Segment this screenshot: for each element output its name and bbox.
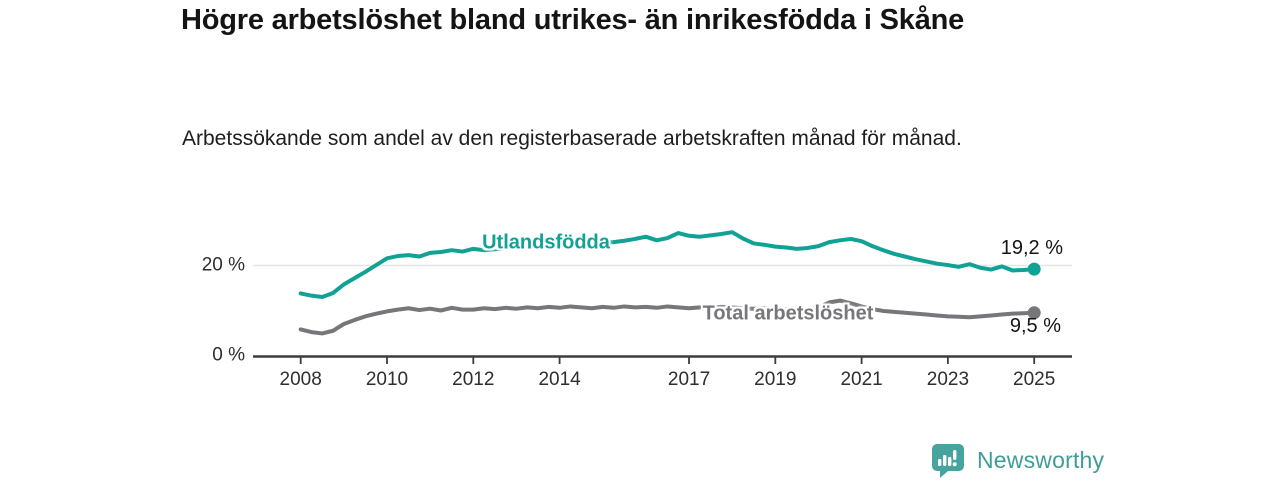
y-tick-label: 20 % [201,254,245,276]
chart-title: Högre arbetslöshet bland utrikes- än inr… [181,4,965,36]
chart-subtitle: Arbetssökande som andel av den registerb… [182,127,962,150]
x-tick-label: 2023 [926,369,970,390]
x-tick-label: 2019 [754,369,797,390]
x-tick-label: 2010 [365,369,409,390]
series-label-total-arbetsloshet: Total arbetslöshet [702,302,874,325]
series-label-utlandsfodda: Utlandsfödda [482,231,610,254]
brand-name: Newsworthy [977,446,1105,473]
y-tick-label: 0 % [212,344,245,366]
x-tick-label: 2021 [840,369,883,390]
x-tick-label: 2025 [1013,369,1056,390]
brand-footer: Newsworthy [930,442,1104,478]
x-tick-label: 2017 [667,369,711,390]
x-tick-label: 2008 [279,369,322,390]
end-value-label-utlandsfodda: 19,2 % [1000,237,1063,259]
x-tick-label: 2012 [452,369,495,390]
x-tick-label: 2014 [538,369,581,390]
end-value-label-total: 9,5 % [1009,315,1061,337]
newsworthy-logo-icon [932,444,964,478]
